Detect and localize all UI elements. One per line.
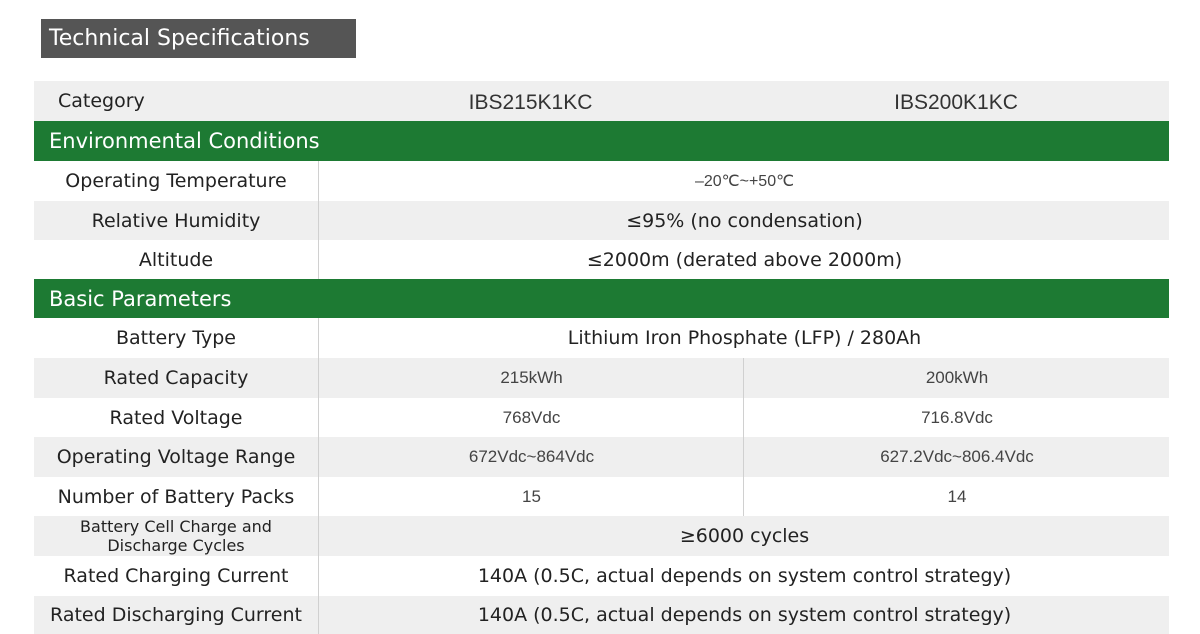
model-1-value: 672Vdc~864Vdc: [318, 437, 744, 477]
table-row: Rated Discharging Current 140A (0.5C, ac…: [34, 596, 1169, 634]
table-row: Number of Battery Packs 15 14: [34, 477, 1169, 516]
table-row: Rated Charging Current 140A (0.5C, actua…: [34, 556, 1169, 596]
model-1-value: 768Vdc: [318, 398, 744, 437]
table-row: Operating Voltage Range 672Vdc~864Vdc 62…: [34, 437, 1169, 477]
row-value: 140A (0.5C, actual depends on system con…: [318, 556, 1170, 596]
model-2-value: 200kWh: [743, 358, 1170, 398]
row-label: Relative Humidity: [91, 209, 261, 232]
row-label: Rated Capacity: [103, 367, 249, 389]
table-row: Rated Capacity 215kWh 200kWh: [34, 358, 1169, 398]
model-1-value: 15: [318, 477, 744, 516]
row-label: Rated Voltage: [109, 406, 243, 429]
row-label: Battery Cell Charge and Discharge Cycles: [34, 516, 318, 556]
row-label: Battery Type: [115, 327, 236, 349]
model-1-value: 215kWh: [318, 358, 744, 398]
table-row: Operating Temperature –20℃~+50℃: [34, 161, 1169, 201]
row-label: Operating Temperature: [65, 170, 287, 192]
table-row: Battery Type Lithium Iron Phosphate (LFP…: [34, 318, 1169, 358]
category-label: Category: [58, 90, 145, 112]
row-value: 140A (0.5C, actual depends on system con…: [318, 596, 1170, 634]
model-2-value: 627.2Vdc~806.4Vdc: [743, 437, 1170, 477]
page-title: Technical Specifications: [41, 19, 356, 58]
row-value: ≥6000 cycles: [318, 516, 1170, 556]
table-row: Battery Cell Charge and Discharge Cycles…: [34, 516, 1169, 556]
table-row: Rated Voltage 768Vdc 716.8Vdc: [34, 398, 1169, 437]
row-value: Lithium Iron Phosphate (LFP) / 280Ah: [318, 318, 1170, 358]
row-label: Rated Discharging Current: [50, 604, 302, 626]
section-basic: Basic Parameters: [34, 279, 1169, 318]
category-header-row: Category IBS215K1KC IBS200K1KC: [34, 81, 1169, 121]
row-label-line-2: Discharge Cycles: [107, 536, 245, 555]
table-row: Relative Humidity ≤95% (no condensation): [34, 201, 1169, 240]
section-environmental: Environmental Conditions: [34, 121, 1169, 161]
row-label: Number of Battery Packs: [57, 485, 295, 508]
row-label: Operating Voltage Range: [56, 446, 296, 468]
row-label: Altitude: [138, 248, 214, 271]
row-value: –20℃~+50℃: [318, 161, 1170, 201]
model-1-header: IBS215K1KC: [468, 91, 593, 114]
row-label-line-1: Battery Cell Charge and: [80, 517, 272, 536]
table-row: Altitude ≤2000m (derated above 2000m): [34, 240, 1169, 279]
model-2-value: 14: [743, 477, 1170, 516]
row-value: ≤95% (no condensation): [318, 201, 1170, 240]
row-label: Rated Charging Current: [63, 565, 289, 587]
model-2-value: 716.8Vdc: [743, 398, 1170, 437]
model-2-header: IBS200K1KC: [894, 91, 1018, 114]
row-value: ≤2000m (derated above 2000m): [318, 240, 1170, 279]
